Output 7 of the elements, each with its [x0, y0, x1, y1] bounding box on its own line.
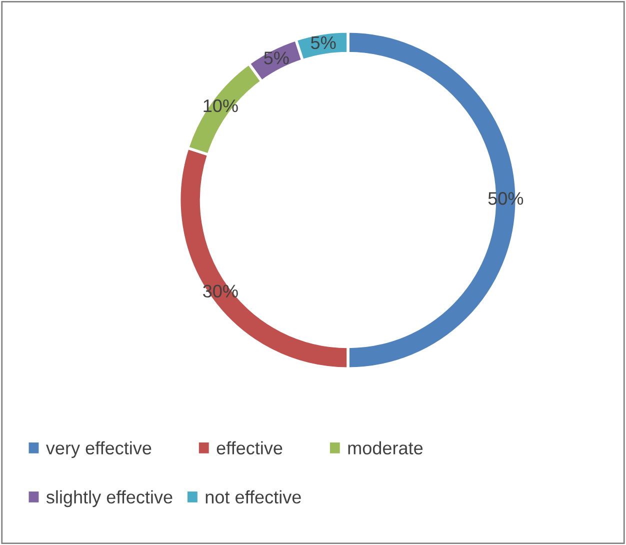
legend-label: effective — [216, 441, 282, 454]
legend-label: not effective — [206, 490, 301, 504]
data-label: 5% — [311, 36, 336, 50]
data-label: 5% — [264, 52, 289, 64]
legend-label: moderate — [348, 441, 423, 454]
legend-label: very effective — [46, 441, 152, 458]
legend-label: slightly effective — [46, 490, 172, 508]
